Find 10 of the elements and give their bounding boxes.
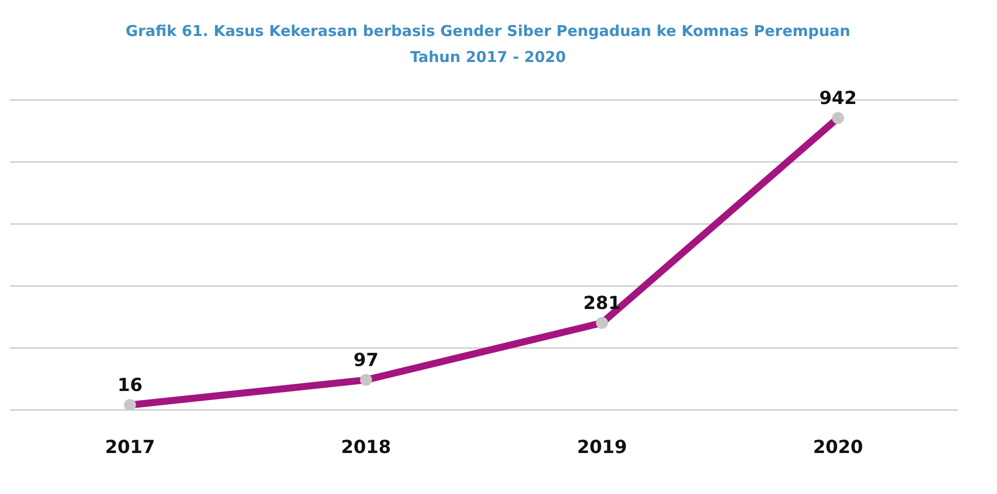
chart-subtitle: Tahun 2017 - 2020 <box>409 47 567 68</box>
data-label: 942 <box>819 88 857 109</box>
x-tick-label: 2020 <box>812 436 864 458</box>
x-tick-label: 2017 <box>104 436 156 458</box>
chart-title: Grafik 61. Kasus Kekerasan berbasis Gender Siber Pengaduan ke Komnas Perempuan <box>124 21 852 42</box>
x-tick-label: 2019 <box>576 436 628 458</box>
data-label: 97 <box>353 350 379 371</box>
data-label: 281 <box>583 292 621 314</box>
data-label: 16 <box>117 375 143 396</box>
x-tick-label: 2018 <box>340 436 392 458</box>
